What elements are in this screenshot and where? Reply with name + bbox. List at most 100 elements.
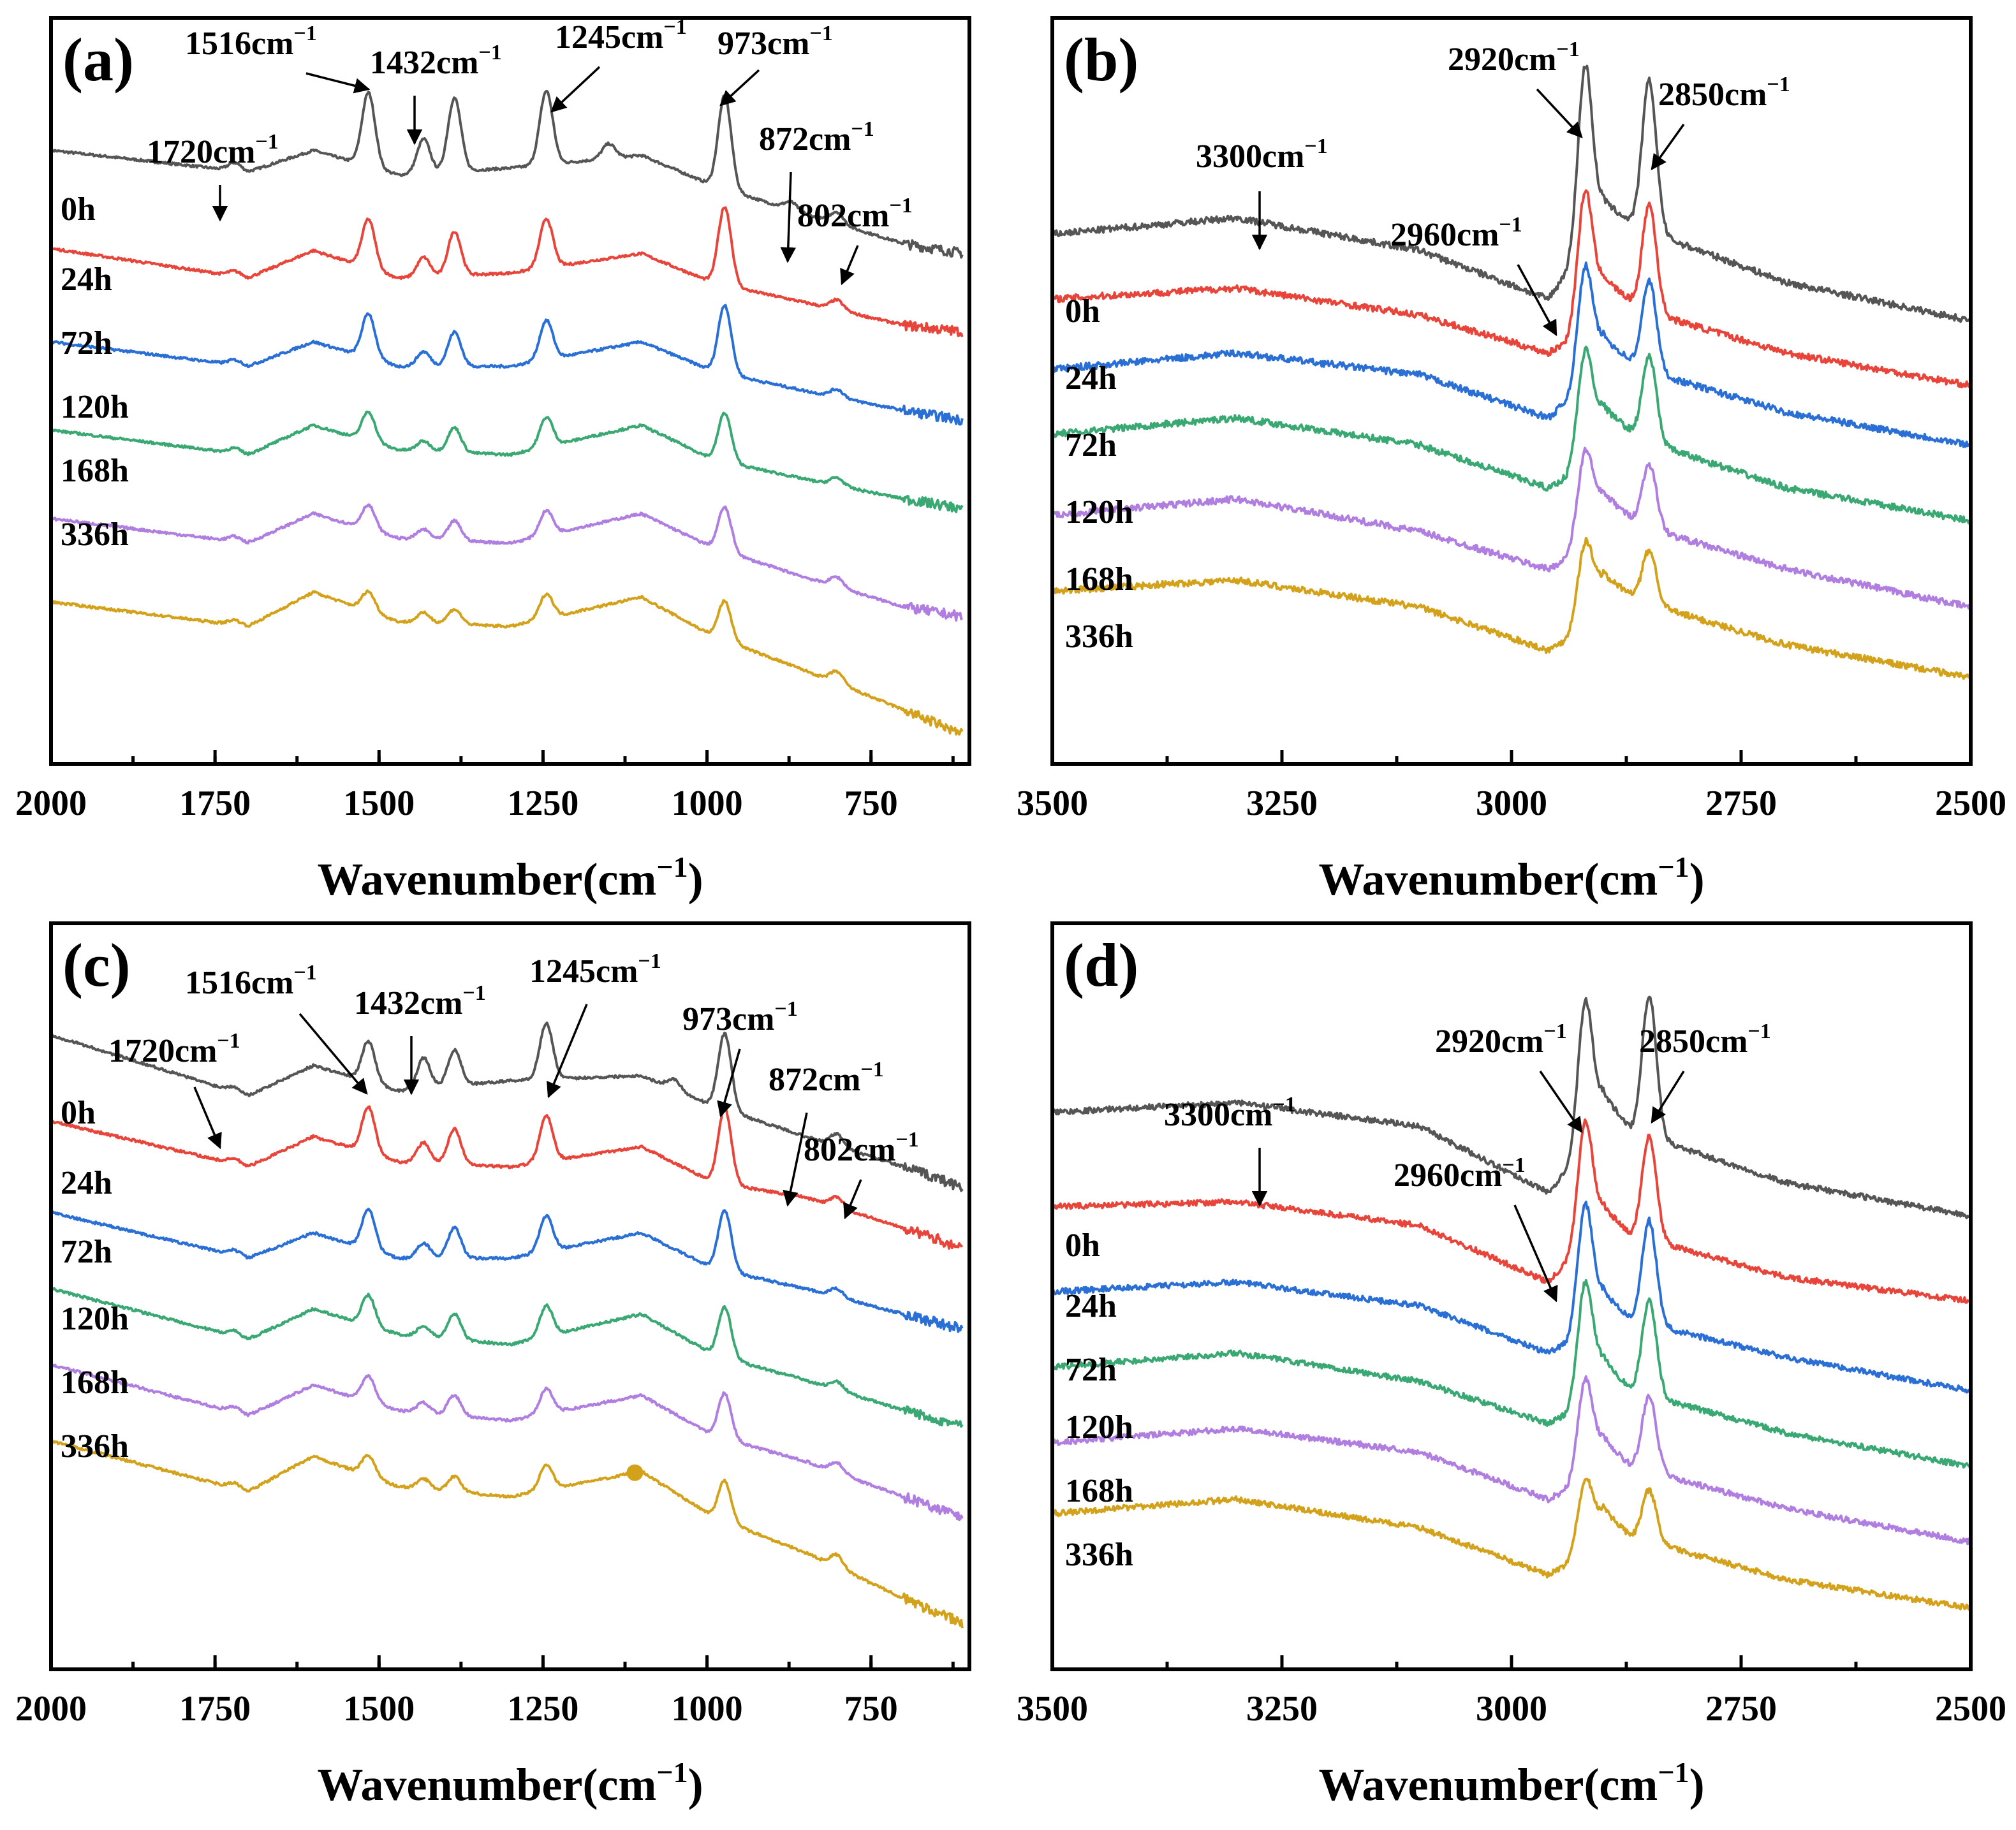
series-label-24h: 24h: [1065, 360, 1117, 397]
x-tick-label: 3250: [1246, 784, 1318, 823]
annotation-label: 1245cm−1: [529, 949, 661, 990]
trace-168h: [1051, 446, 1971, 610]
x-tick-label: 1000: [672, 1689, 743, 1729]
trace-120h: [1051, 346, 1971, 525]
annotation-arrow: [305, 72, 371, 94]
annotation-label: 973cm−1: [682, 997, 798, 1037]
series-label-168h: 168h: [61, 1365, 129, 1401]
x-tick-label: 2500: [1935, 784, 2006, 823]
x-tick-label: 3500: [1017, 1689, 1088, 1729]
annotation-label: 2960cm−1: [1394, 1153, 1526, 1194]
x-tick-label: 1250: [507, 784, 578, 823]
annotation-label: 3300cm−1: [1164, 1093, 1296, 1133]
annotation-label: 1432cm−1: [354, 981, 486, 1021]
series-label-120h: 120h: [61, 1301, 129, 1337]
trace-0h: [50, 89, 964, 259]
panel-c: 2000 1750 1500 1250 1000 750 Wavenumber(cm−1) (…: [15, 921, 971, 1810]
x-tick-label: 1750: [179, 1689, 251, 1729]
series-label-120h: 120h: [61, 389, 129, 425]
annotation-label: 872cm−1: [759, 117, 874, 157]
annotation-label: 1245cm−1: [555, 15, 687, 55]
series-label-24h: 24h: [61, 261, 112, 298]
annotation-label: 2960cm−1: [1390, 213, 1522, 253]
x-tick-label: 750: [844, 1689, 898, 1729]
trace-168h: [50, 1363, 964, 1521]
trace-168h: [50, 503, 964, 622]
annotation-arrow: [843, 1179, 862, 1220]
x-axis-label: Wavenumber(cm−1): [1318, 1756, 1704, 1810]
trace-0h: [1051, 64, 1971, 323]
marker-dot: [626, 1464, 644, 1481]
annotation-arrow: [1513, 1204, 1558, 1303]
annotation-label: 2850cm−1: [1639, 1020, 1771, 1060]
series-label-72h: 72h: [1065, 427, 1117, 464]
x-tick-label: 3250: [1246, 1689, 1318, 1729]
annotation-label: 802cm−1: [804, 1128, 919, 1168]
x-tick-label: 3000: [1476, 784, 1547, 823]
x-axis-label: Wavenumber(cm−1): [317, 851, 703, 905]
trace-168h: [1051, 1375, 1971, 1546]
annotation-arrow: [1539, 1071, 1583, 1134]
annotation-arrow: [1651, 1071, 1685, 1124]
annotation-arrow: [547, 1004, 588, 1099]
x-tick-label: 1500: [343, 784, 415, 823]
series-label-336h: 336h: [61, 516, 129, 553]
annotation-label: 1720cm−1: [108, 1029, 240, 1069]
series-label-168h: 168h: [61, 453, 129, 489]
trace-72h: [1052, 1201, 1971, 1394]
annotation-arrow: [550, 66, 601, 113]
series-label-0h: 0h: [1065, 1227, 1100, 1264]
trace-0h: [50, 1021, 964, 1192]
trace-24h: [1051, 1118, 1970, 1304]
series-label-0h: 0h: [61, 191, 96, 228]
plot-frame: [49, 16, 971, 766]
series-label-336h: 336h: [1065, 619, 1133, 655]
annotation-arrow: [193, 1087, 222, 1150]
series-label-168h: 168h: [1065, 561, 1133, 597]
x-tick-label: 1000: [672, 784, 743, 823]
x-tick-label: 2750: [1705, 784, 1777, 823]
trace-0h: [1051, 995, 1970, 1220]
series-label-336h: 336h: [1065, 1537, 1133, 1573]
annotation-label: 2920cm−1: [1448, 38, 1580, 78]
annotation-arrow: [719, 69, 760, 106]
series-label-72h: 72h: [1065, 1352, 1117, 1388]
x-tick-label: 1250: [507, 1689, 578, 1729]
x-axis-label: Wavenumber(cm−1): [317, 1756, 703, 1810]
trace-336h: [1051, 536, 1971, 680]
x-tick-label: 1750: [179, 784, 251, 823]
panel-label: (c): [63, 931, 131, 999]
annotation-arrow: [1517, 264, 1557, 337]
series-label-24h: 24h: [1065, 1288, 1117, 1324]
x-tick-label: 750: [844, 784, 898, 823]
annotation-label: 1516cm−1: [185, 22, 317, 62]
annotation-label: 2850cm−1: [1658, 73, 1790, 113]
annotation-arrow: [717, 1048, 741, 1118]
trace-120h: [1051, 1278, 1971, 1469]
annotation-label: 973cm−1: [717, 22, 833, 62]
trace-72h: [50, 304, 964, 426]
trace-120h: [50, 1287, 964, 1428]
series-label-0h: 0h: [1065, 293, 1100, 330]
annotation-arrow: [1536, 88, 1583, 138]
series-label-120h: 120h: [1065, 494, 1133, 531]
trace-120h: [50, 410, 964, 513]
x-tick-label: 3500: [1017, 784, 1088, 823]
annotation-label: 872cm−1: [769, 1058, 884, 1098]
annotation-arrow: [840, 245, 859, 286]
trace-336h: [50, 589, 964, 736]
series-label-72h: 72h: [61, 325, 112, 362]
series-label-120h: 120h: [1065, 1409, 1133, 1446]
trace-24h: [50, 1105, 964, 1250]
trace-24h: [50, 206, 964, 337]
annotation-arrow: [298, 1013, 368, 1095]
x-axis-label: Wavenumber(cm−1): [1318, 851, 1704, 905]
series-label-336h: 336h: [61, 1428, 129, 1465]
panel-label: (b): [1064, 26, 1138, 94]
annotation-label: 1516cm−1: [185, 961, 317, 1001]
annotation-arrow: [1651, 123, 1685, 170]
annotation-label: 1432cm−1: [370, 41, 502, 81]
panel-d: 3500 3250 3000 2750 2500 Wavenumber(cm−1) (d) 0…: [1017, 921, 2006, 1810]
x-tick-label: 2750: [1705, 1689, 1777, 1729]
